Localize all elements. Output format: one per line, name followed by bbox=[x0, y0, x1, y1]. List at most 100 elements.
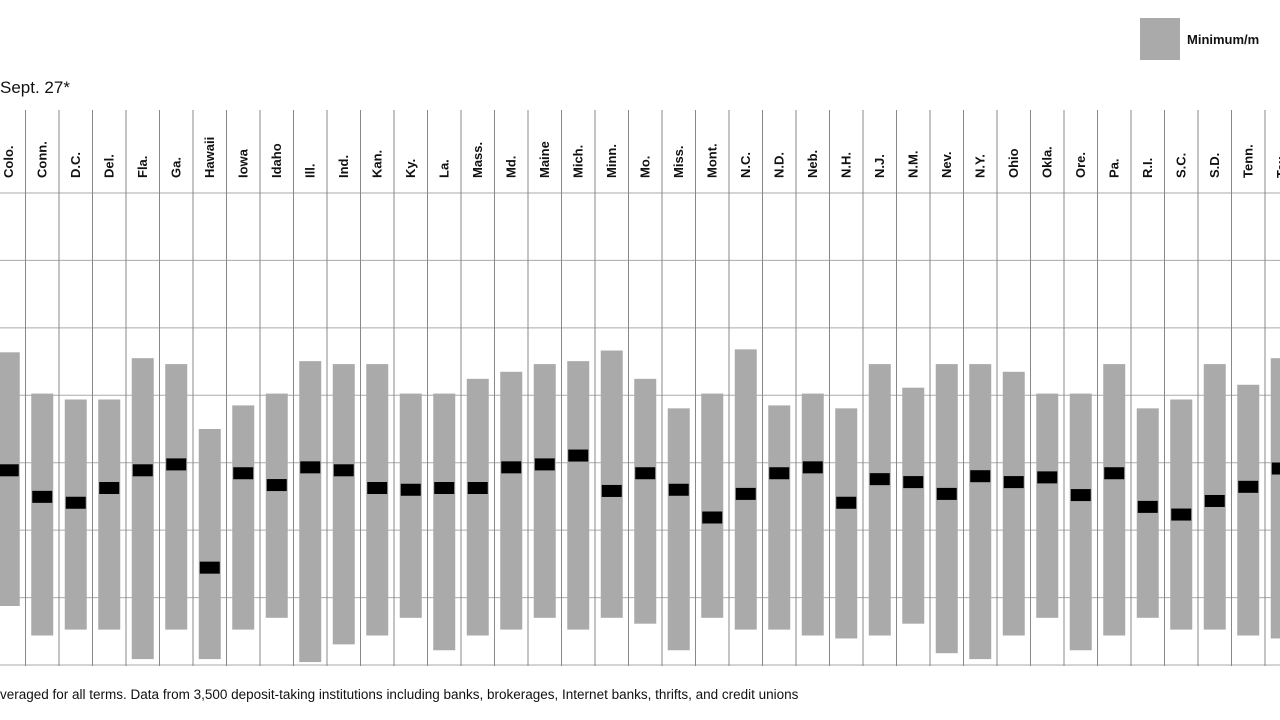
range-bar-ind bbox=[332, 364, 355, 645]
average-marker-la bbox=[434, 482, 455, 494]
column-label-tenn: Tenn. bbox=[1240, 144, 1255, 178]
average-marker-s-c bbox=[1171, 508, 1192, 521]
range-bar-mass bbox=[466, 378, 489, 636]
column-label-minn: Minn. bbox=[604, 144, 619, 178]
column-label-r-i: R.I. bbox=[1140, 158, 1155, 178]
average-marker-n-h bbox=[836, 496, 857, 509]
column-label-ohio: Ohio bbox=[1006, 148, 1021, 178]
average-marker-neb bbox=[802, 461, 823, 474]
average-marker-tenn bbox=[1238, 480, 1259, 493]
average-marker-ohio bbox=[1003, 476, 1024, 489]
column-label-ore: Ore. bbox=[1073, 152, 1088, 178]
column-label-mass: Mass. bbox=[470, 142, 485, 178]
range-bar-md bbox=[500, 371, 523, 630]
range-bar-del bbox=[98, 399, 121, 630]
range-bar-mont bbox=[701, 393, 724, 618]
range-bar-ga bbox=[165, 364, 188, 630]
average-marker-s-d bbox=[1204, 494, 1225, 507]
column-label-fla: Fla. bbox=[135, 156, 150, 178]
column-label-tex: Tex. bbox=[1274, 153, 1280, 178]
range-bar-okla bbox=[1036, 393, 1059, 618]
column-label-neb: Neb. bbox=[805, 150, 820, 178]
average-marker-idaho bbox=[266, 479, 287, 492]
column-label-s-c: S.C. bbox=[1173, 153, 1188, 178]
column-label-maine: Maine bbox=[537, 141, 552, 178]
column-label-kan: Kan. bbox=[369, 150, 384, 178]
range-bar-n-h bbox=[835, 408, 858, 639]
range-bar-nev bbox=[935, 364, 958, 654]
average-marker-okla bbox=[1037, 471, 1058, 484]
column-label-nev: Nev. bbox=[939, 152, 954, 179]
range-bar-n-d bbox=[768, 405, 791, 630]
range-bar-tenn bbox=[1237, 384, 1260, 636]
average-marker-conn bbox=[32, 490, 53, 503]
average-marker-d-c bbox=[65, 496, 86, 509]
range-bar-ky bbox=[399, 393, 422, 618]
average-marker-n-j bbox=[869, 473, 890, 486]
average-marker-mont bbox=[702, 511, 723, 524]
average-marker-ind bbox=[333, 464, 354, 477]
range-bar-neb bbox=[801, 393, 824, 636]
legend-label: Minimum/m bbox=[1187, 32, 1259, 47]
range-bar-ohio bbox=[1002, 371, 1025, 636]
average-marker-mich bbox=[568, 449, 589, 462]
range-bars bbox=[0, 349, 1280, 663]
range-bar-minn bbox=[600, 350, 623, 618]
average-marker-n-c bbox=[735, 487, 756, 500]
column-label-pa: Pa. bbox=[1106, 158, 1121, 178]
range-bar-hawaii bbox=[198, 429, 221, 660]
average-marker-colo bbox=[0, 464, 19, 477]
range-bar-la bbox=[433, 393, 456, 651]
range-bar-n-y bbox=[969, 364, 992, 660]
column-label-mont: Mont. bbox=[704, 143, 719, 178]
average-marker-iowa bbox=[233, 467, 254, 480]
footnote: veraged for all terms. Data from 3,500 d… bbox=[0, 687, 799, 702]
average-marker-ky bbox=[400, 483, 421, 496]
range-bar-ill bbox=[299, 361, 322, 663]
column-label-s-d: S.D. bbox=[1207, 153, 1222, 178]
column-label-n-j: N.J. bbox=[872, 154, 887, 178]
column-label-mo: Mo. bbox=[637, 156, 652, 178]
column-label-mich: Mich. bbox=[570, 145, 585, 178]
average-marker-tex bbox=[1271, 462, 1280, 475]
column-label-conn: Conn. bbox=[34, 141, 49, 178]
column-label-okla: Okla. bbox=[1039, 146, 1054, 178]
range-bar-mich bbox=[567, 361, 590, 630]
average-markers bbox=[0, 449, 1280, 574]
column-label-n-h: N.H. bbox=[838, 152, 853, 178]
range-bar-idaho bbox=[265, 393, 288, 618]
column-label-ky: Ky. bbox=[403, 159, 418, 178]
range-bar-mo bbox=[634, 378, 657, 624]
column-label-ill: Ill. bbox=[302, 164, 317, 178]
average-marker-n-m bbox=[903, 476, 924, 489]
range-bar-fla bbox=[131, 358, 154, 660]
range-bar-r-i bbox=[1136, 408, 1159, 618]
range-bar-n-j bbox=[868, 364, 891, 636]
column-dividers bbox=[25, 110, 1266, 666]
column-label-d-c: D.C. bbox=[68, 152, 83, 178]
average-marker-ill bbox=[300, 461, 321, 474]
range-bar-pa bbox=[1103, 364, 1126, 636]
column-label-idaho: Idaho bbox=[269, 143, 284, 178]
range-bar-n-m bbox=[902, 387, 925, 624]
range-bar-kan bbox=[366, 364, 389, 636]
column-label-n-m: N.M. bbox=[905, 151, 920, 178]
range-bar-d-c bbox=[64, 399, 87, 630]
average-marker-pa bbox=[1104, 467, 1125, 480]
column-label-hawaii: Hawaii bbox=[202, 137, 217, 178]
legend-swatch bbox=[1140, 18, 1180, 60]
average-marker-hawaii bbox=[199, 561, 220, 574]
average-marker-kan bbox=[367, 482, 388, 494]
column-labels: Colo. Conn. D.C. Del. Fla. Ga. Hawaii Iowa Idaho… bbox=[1, 137, 1280, 178]
average-marker-ore bbox=[1070, 489, 1091, 502]
column-label-miss: Miss. bbox=[671, 145, 686, 178]
column-label-la: La. bbox=[436, 159, 451, 178]
column-label-n-d: N.D. bbox=[771, 152, 786, 178]
average-marker-mo bbox=[635, 467, 656, 480]
average-marker-r-i bbox=[1137, 500, 1158, 513]
chart-title: Sept. 27* bbox=[0, 78, 70, 97]
average-marker-miss bbox=[668, 483, 689, 496]
column-label-n-c: N.C. bbox=[738, 152, 753, 178]
column-label-md: Md. bbox=[503, 156, 518, 178]
